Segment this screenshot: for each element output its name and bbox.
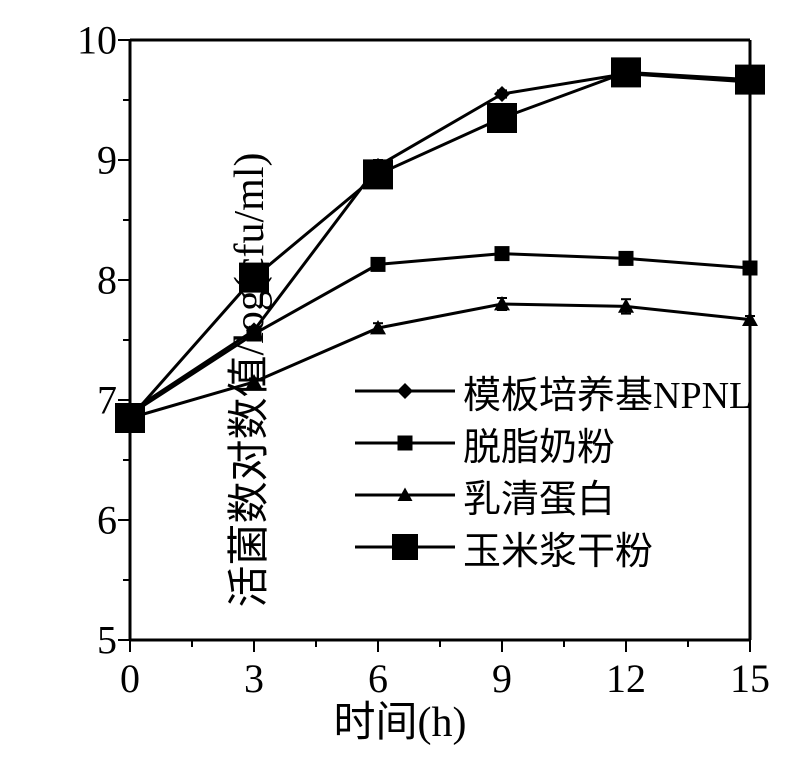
y-axis-label: 活菌数对数值/log(cfu/ml): [215, 153, 276, 608]
legend: 模板培养基NPNL脱脂奶粉乳清蛋白玉米浆干粉: [355, 365, 752, 573]
x-tick-label: 12: [606, 655, 646, 702]
y-tick-label: 9: [97, 137, 117, 184]
legend-marker: [355, 423, 455, 463]
y-tick-label: 6: [97, 497, 117, 544]
legend-marker: [355, 475, 455, 515]
y-tick-label: 7: [97, 377, 117, 424]
chart-container: 活菌数对数值/log(cfu/ml) 时间(h) 5 6 7 8 9 10 0 3 6 9 12 1…: [0, 0, 785, 759]
legend-marker: [355, 371, 455, 411]
legend-item: 模板培养基NPNL: [355, 365, 752, 417]
y-tick-label: 10: [77, 17, 117, 64]
y-tick-label: 5: [97, 617, 117, 664]
x-tick-label: 9: [492, 655, 512, 702]
y-tick-label: 8: [97, 257, 117, 304]
legend-item: 乳清蛋白: [355, 469, 752, 521]
x-axis-label: 时间(h): [334, 688, 467, 749]
legend-marker: [355, 527, 455, 567]
legend-label: 乳清蛋白: [463, 468, 615, 523]
legend-item: 玉米浆干粉: [355, 521, 752, 573]
legend-label: 模板培养基NPNL: [463, 364, 752, 419]
legend-item: 脱脂奶粉: [355, 417, 752, 469]
x-tick-label: 15: [730, 655, 770, 702]
legend-label: 玉米浆干粉: [463, 520, 653, 575]
x-tick-label: 6: [368, 655, 388, 702]
x-tick-label: 3: [244, 655, 264, 702]
x-tick-label: 0: [120, 655, 140, 702]
legend-label: 脱脂奶粉: [463, 416, 615, 471]
